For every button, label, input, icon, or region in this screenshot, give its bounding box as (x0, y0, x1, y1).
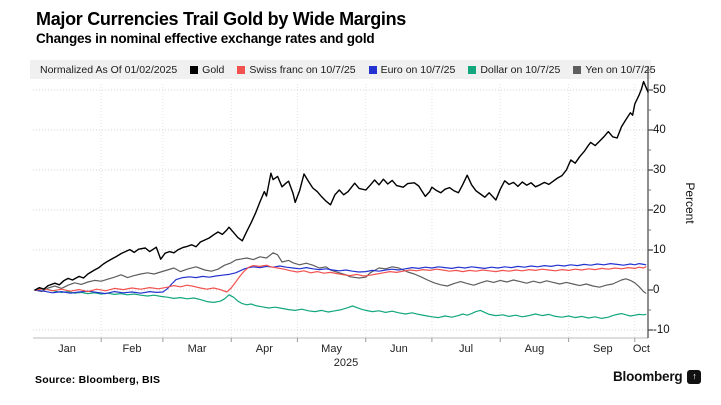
y-axis-tick-label: 30 (653, 163, 666, 176)
y-axis-title: Percent (683, 182, 697, 224)
legend-item-label: Gold (202, 63, 225, 76)
series-line-gold (34, 80, 649, 291)
bloomberg-logo: Bloomberg ↑ (613, 369, 702, 384)
x-axis-month-label: Apr (255, 343, 273, 355)
y-axis-tick-label: 10 (653, 243, 666, 256)
x-axis-month-label: Feb (122, 343, 142, 355)
x-axis-month-label: Jan (58, 343, 76, 355)
y-axis-tick-label: 0 (653, 283, 660, 296)
legend-swatch-icon (237, 65, 246, 74)
x-axis-month-label: Aug (524, 343, 545, 355)
legend-item-label: Dollar on 10/7/25 (480, 63, 561, 76)
series-line-swiss (34, 264, 647, 293)
legend-item-label: Yen on 10/7/25 (585, 63, 656, 76)
legend-item-gold: Gold (190, 64, 224, 76)
series-line-dollar (34, 287, 647, 319)
x-axis-month-label: Jul (459, 343, 474, 355)
x-axis-year-label: 2025 (333, 357, 359, 369)
legend-normalized-note: Normalized As Of 01/02/2025 (40, 63, 178, 76)
legend-item-dollar: Dollar on 10/7/25 (468, 64, 560, 76)
legend-swatch-icon (190, 65, 199, 74)
legend-item-yen: Yen on 10/7/25 (573, 63, 656, 76)
source-note: Source: Bloomberg, BIS (35, 374, 161, 386)
x-axis-month-label: Mar (187, 343, 207, 355)
legend-item-label: Swiss franc on 10/7/25 (249, 63, 356, 76)
legend-swatch-icon (468, 65, 477, 74)
series-line-euro (34, 263, 647, 295)
y-axis-tick-label: 50 (653, 83, 666, 96)
y-axis-tick-label: 40 (653, 123, 666, 136)
legend-swatch-icon (368, 65, 377, 74)
x-axis-month-label: Sep (592, 343, 613, 355)
legend-item-label: Euro on 10/7/25 (380, 63, 456, 76)
page-subtitle: Changes in nominal effective exchange ra… (36, 31, 375, 46)
y-axis-tick-label: 20 (653, 203, 666, 216)
x-axis-month-label: Jun (389, 343, 408, 355)
y-axis-tick-label: -10 (653, 323, 670, 336)
series-line-yen (34, 252, 647, 294)
x-axis-month-label: May (321, 343, 342, 355)
chart-legend: Normalized As Of 01/02/2025 Gold Swiss fr… (30, 60, 656, 79)
legend-swatch-icon (573, 65, 582, 74)
page-title: Major Currencies Trail Gold by Wide Marg… (36, 9, 407, 29)
bloomberg-terminal-icon: ↑ (687, 369, 702, 384)
legend-item-swiss: Swiss franc on 10/7/25 (237, 63, 356, 76)
x-axis-month-label: Oct (632, 343, 650, 355)
bloomberg-wordmark: Bloomberg (613, 369, 683, 384)
legend-item-euro: Euro on 10/7/25 (368, 63, 456, 76)
